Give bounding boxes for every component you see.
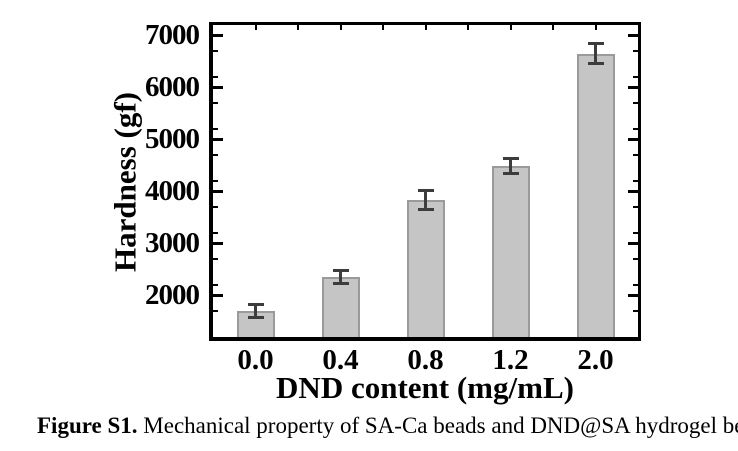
minor-tick-top-5 — [424, 25, 427, 30]
minor-tick-left-2700 — [213, 258, 218, 260]
y-tick-label-6000: 6000 — [145, 71, 200, 104]
figure-caption-text: Mechanical property of SA-Ca beads and D… — [137, 413, 738, 438]
minor-tick-left-6700 — [213, 50, 218, 52]
minor-tick-top-2 — [297, 25, 299, 30]
minor-tick-left-6200 — [213, 76, 218, 78]
error-cap-top-0.8 — [417, 189, 434, 193]
major-tick-left-7000 — [213, 33, 223, 37]
minor-tick-top-6 — [467, 25, 469, 30]
bar-0.4 — [321, 277, 360, 337]
plot-area — [209, 22, 641, 341]
minor-tick-right-5700 — [633, 102, 638, 104]
x-axis-title: DND content (mg/mL) — [276, 370, 574, 405]
error-cap-bottom-0.8 — [417, 208, 434, 212]
minor-tick-left-4200 — [213, 180, 218, 182]
x-tick-label-0.0: 0.0 — [237, 344, 274, 376]
minor-tick-left-1700 — [213, 310, 218, 312]
error-cap-bottom-1.2 — [502, 171, 519, 175]
minor-tick-right-6700 — [633, 50, 638, 52]
minor-tick-right-6200 — [633, 76, 638, 78]
major-tick-left-5000 — [213, 137, 223, 141]
plot-canvas — [213, 25, 638, 337]
major-tick-left-6000 — [213, 85, 223, 89]
error-bar-1.2 — [509, 158, 512, 174]
major-tick-left-3000 — [213, 241, 223, 245]
y-tick-label-7000: 7000 — [145, 19, 200, 52]
minor-tick-right-2200 — [633, 284, 638, 286]
major-tick-right-5000 — [628, 137, 638, 141]
error-cap-top-1.2 — [502, 157, 519, 161]
error-bar-0.4 — [339, 270, 342, 284]
minor-tick-top-9 — [594, 25, 597, 30]
minor-tick-left-2200 — [213, 284, 218, 286]
major-tick-right-7000 — [628, 33, 638, 37]
error-cap-top-0.0 — [247, 302, 264, 306]
error-cap-top-2.0 — [587, 42, 604, 46]
minor-tick-top-4 — [382, 25, 384, 30]
x-tick-label-0.4: 0.4 — [322, 344, 359, 376]
major-tick-right-3000 — [628, 241, 638, 245]
minor-tick-left-3200 — [213, 232, 218, 234]
minor-tick-top-8 — [552, 25, 554, 30]
figure-caption: Figure S1. Mechanical property of SA-Ca … — [37, 412, 738, 440]
error-bar-2.0 — [594, 43, 597, 64]
y-tick-label-5000: 5000 — [145, 123, 200, 156]
minor-tick-top-7 — [509, 25, 512, 30]
minor-tick-left-3700 — [213, 206, 218, 208]
minor-tick-left-5700 — [213, 102, 218, 104]
x-tick-label-0.8: 0.8 — [407, 344, 444, 376]
minor-tick-right-2700 — [633, 258, 638, 260]
minor-tick-top-3 — [339, 25, 342, 30]
minor-tick-right-3200 — [633, 232, 638, 234]
x-tick-label-2.0: 2.0 — [577, 344, 614, 376]
major-tick-left-2000 — [213, 293, 223, 297]
major-tick-right-4000 — [628, 189, 638, 193]
minor-tick-left-5200 — [213, 128, 218, 130]
minor-tick-right-4700 — [633, 154, 638, 156]
error-bar-0.0 — [254, 304, 257, 318]
bar-0.8 — [406, 200, 445, 337]
minor-tick-right-5200 — [633, 128, 638, 130]
bar-1.2 — [491, 165, 530, 337]
minor-tick-top-1 — [254, 25, 257, 30]
error-cap-bottom-2.0 — [587, 61, 604, 65]
y-tick-label-3000: 3000 — [145, 227, 200, 260]
bar-2.0 — [576, 53, 615, 337]
minor-tick-right-1700 — [633, 310, 638, 312]
major-tick-right-6000 — [628, 85, 638, 89]
y-tick-label-2000: 2000 — [145, 279, 200, 312]
x-tick-label-1.2: 1.2 — [492, 344, 529, 376]
minor-tick-left-4700 — [213, 154, 218, 156]
minor-tick-right-3700 — [633, 206, 638, 208]
major-tick-left-4000 — [213, 189, 223, 193]
error-bar-0.8 — [424, 190, 427, 210]
y-tick-label-4000: 4000 — [145, 175, 200, 208]
figure-caption-label: Figure S1. — [37, 413, 138, 438]
major-tick-right-2000 — [628, 293, 638, 297]
error-cap-top-0.4 — [332, 268, 349, 272]
error-cap-bottom-0.0 — [247, 316, 264, 320]
error-cap-bottom-0.4 — [332, 282, 349, 286]
minor-tick-right-4200 — [633, 180, 638, 182]
